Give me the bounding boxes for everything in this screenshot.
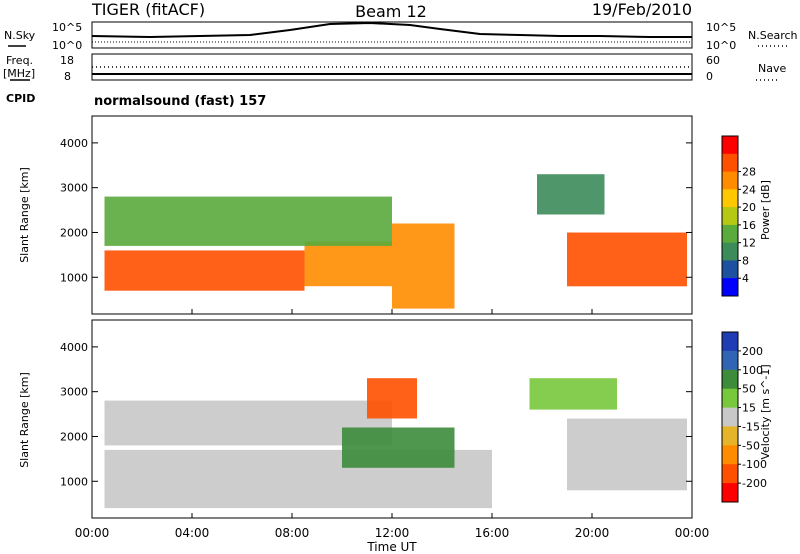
time-x-tick-label: 16:00	[475, 526, 510, 540]
nsearch-label: N.Search	[748, 29, 798, 42]
velocity-colorbar-tick-label: -100	[742, 458, 767, 471]
velocity-colorbar-tick-label: 50	[742, 383, 756, 396]
velocity-colorbar-frame	[721, 331, 739, 503]
nsky-right-tick-top: 10^5	[706, 21, 736, 34]
velocity-colorbar-tick-label: -50	[742, 439, 760, 452]
power-y-tick-label: 4000	[60, 137, 88, 150]
nsky-right-tick-bottom: 10^0	[706, 39, 736, 52]
power-y-tick-label: 2000	[60, 226, 88, 239]
power-colorbar-segment	[722, 153, 738, 173]
figure-title: TIGER (fitACF)	[91, 0, 205, 19]
power-colorbar-segment	[722, 278, 738, 297]
velocity-regions	[104, 378, 687, 509]
time-x-tick-label: 00:00	[75, 526, 110, 540]
velocity-colorbar-segment	[722, 369, 738, 390]
time-x-ticks: 00:00 04:00 08:00 12:00 16:00 20:00 00:00	[75, 309, 710, 540]
freq-label-1: Freq.	[6, 54, 33, 67]
cpid-label: CPID	[6, 92, 35, 105]
freq-right-tick-top: 60	[706, 54, 720, 67]
velocity-echo-region	[342, 427, 455, 468]
power-colorbar-label: Power [dB]	[759, 180, 772, 240]
freq-left-tick-top: 18	[60, 54, 74, 67]
velocity-echo-region	[529, 378, 617, 410]
date-label: 19/Feb/2010	[592, 0, 692, 19]
velocity-colorbar-segment	[722, 332, 738, 352]
time-x-tick-label: 00:00	[675, 526, 710, 540]
power-echo-region	[537, 174, 605, 215]
velocity-colorbar-segment	[722, 464, 738, 484]
power-colorbar-frame	[721, 135, 739, 297]
nsky-label: N.Sky	[4, 29, 36, 42]
velocity-colorbar-tick-label: -15	[742, 420, 760, 433]
power-colorbar-tick-label: 8	[742, 254, 749, 267]
power-y-tick-label: 3000	[60, 182, 88, 195]
nsky-left-tick-top: 10^5	[52, 21, 82, 34]
cpid-value: normalsound (fast) 157	[94, 94, 266, 109]
velocity-colorbar: 200 100 50 15 -15 -50 -100 -200	[721, 331, 767, 503]
velocity-colorbar-tick-label: 15	[742, 402, 756, 415]
power-panel: 1000 2000 3000 4000 Slant Range [km] 4 8 12 16…	[18, 115, 772, 315]
power-colorbar-segment	[722, 224, 738, 244]
power-y-ticks: 1000 2000 3000 4000	[60, 137, 692, 284]
power-colorbar-segment	[722, 207, 738, 226]
velocity-colorbar-segment	[722, 426, 738, 446]
power-colorbar-tick-label: 12	[742, 237, 756, 250]
velocity-colorbar-segment	[722, 350, 738, 371]
power-colorbar-tick-label: 16	[742, 219, 756, 232]
velocity-echo-region	[567, 418, 687, 491]
power-echo-region	[392, 223, 455, 309]
velocity-y-tick-label: 2000	[60, 430, 88, 443]
nsky-trace	[91, 21, 692, 39]
power-colorbar-tick-label: 4	[742, 272, 749, 285]
power-colorbar-tick-label: 24	[742, 183, 756, 196]
power-echo-region	[304, 241, 392, 287]
power-colorbar-segment	[722, 260, 738, 279]
power-echo-region	[104, 196, 392, 246]
velocity-colorbar-segment	[722, 407, 738, 427]
velocity-y-ticks: 1000 2000 3000 4000	[60, 341, 692, 488]
power-ylabel: Slant Range [km]	[18, 167, 31, 263]
velocity-colorbar-tick-label: 100	[742, 364, 763, 377]
power-echo-region	[567, 232, 687, 287]
velocity-colorbar-tick-label: -200	[742, 477, 767, 490]
velocity-y-tick-label: 3000	[60, 386, 88, 399]
power-colorbar-segment	[722, 189, 738, 208]
nsky-left-tick-bottom: 10^0	[52, 39, 82, 52]
velocity-colorbar-segment	[722, 483, 738, 503]
time-axis-label: Time UT	[366, 540, 417, 554]
velocity-colorbar-tick-label: 200	[742, 345, 763, 358]
velocity-panel: 1000 2000 3000 4000 Slant Range [km] 200 100…	[18, 319, 772, 519]
beam-label: Beam 12	[355, 2, 427, 21]
velocity-colorbar-segment	[722, 388, 738, 409]
freq-label-2: [MHz]	[3, 67, 35, 80]
power-echo-region	[104, 250, 305, 291]
nsky-panel: N.Sky 10^5 10^0 10^5 10^0 N.Search	[4, 21, 798, 52]
velocity-y-tick-label: 1000	[60, 475, 88, 488]
power-colorbar-tick-label: 20	[742, 201, 756, 214]
power-colorbar-segment	[722, 242, 738, 261]
freq-panel: Freq. [MHz] 18 8 60 0 Nave	[3, 53, 786, 83]
velocity-colorbar-label: Velocity [m s^-1]	[759, 364, 772, 459]
power-regions	[104, 174, 687, 309]
freq-left-tick-bottom: 8	[64, 70, 71, 83]
power-colorbar-tick-label: 28	[742, 166, 756, 179]
power-colorbar-segment	[722, 136, 738, 155]
velocity-ylabel: Slant Range [km]	[18, 372, 31, 468]
velocity-echo-region	[367, 378, 417, 419]
velocity-colorbar-segment	[722, 445, 738, 465]
freq-right-tick-bottom: 0	[706, 70, 713, 83]
power-colorbar: 4 8 12 16 20 24 28	[721, 135, 756, 297]
time-x-tick-label: 08:00	[275, 526, 310, 540]
nsky-frame	[91, 21, 693, 49]
power-y-tick-label: 1000	[60, 271, 88, 284]
nave-label: Nave	[758, 62, 786, 75]
time-x-tick-label: 04:00	[175, 526, 210, 540]
velocity-y-tick-label: 4000	[60, 341, 88, 354]
time-x-tick-label: 12:00	[375, 526, 410, 540]
power-colorbar-segment	[722, 171, 738, 190]
time-x-tick-label: 20:00	[575, 526, 610, 540]
